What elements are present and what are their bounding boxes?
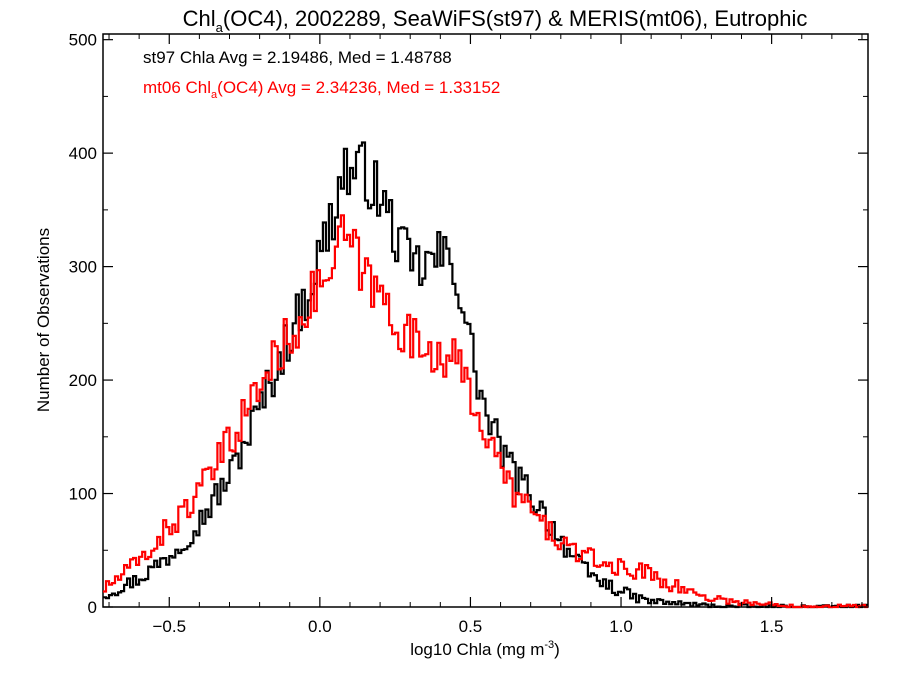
- series-line-mt06: [103, 214, 868, 609]
- title-main: Chl: [183, 6, 216, 31]
- x-tick-label: 0.0: [308, 617, 332, 636]
- axis-layer: −0.5 0.0 0.5 1.0 1.5 0 100 200 300 400 500: [69, 31, 868, 636]
- series-layer: [103, 141, 868, 609]
- y-tick-label: 500: [69, 31, 97, 50]
- y-tick-label: 200: [69, 371, 97, 390]
- series-line-st97: [103, 141, 868, 609]
- chart-title: Chla(OC4), 2002289, SeaWiFS(st97) & MERI…: [183, 6, 808, 35]
- x-axis-label-pre: log10 Chla (mg m: [410, 640, 544, 659]
- y-tick-label: 100: [69, 485, 97, 504]
- legend-mt06-subscript: a: [211, 89, 218, 101]
- x-tick-label: 1.5: [760, 617, 784, 636]
- legend-mt06: mt06 Chla(OC4) Avg = 2.34236, Med = 1.33…: [143, 78, 500, 101]
- y-tick-label: 300: [69, 258, 97, 277]
- legend-mt06-pre: mt06 Chl: [143, 78, 211, 97]
- x-tick-label: −0.5: [152, 617, 186, 636]
- x-tick-label: 0.5: [459, 617, 483, 636]
- y-axis-label: Number of Observations: [34, 228, 53, 412]
- x-axis-label-post: ): [554, 640, 560, 659]
- x-tick-label: 1.0: [609, 617, 633, 636]
- legend-st97: st97 Chla Avg = 2.19486, Med = 1.48788: [143, 48, 452, 67]
- legend-mt06-post: (OC4) Avg = 2.34236, Med = 1.33152: [217, 78, 500, 97]
- legend-st97-text: st97 Chla Avg = 2.19486, Med = 1.48788: [143, 48, 452, 67]
- y-tick-label: 0: [88, 598, 97, 617]
- plot-frame: [102, 33, 869, 608]
- title-rest: (OC4), 2002289, SeaWiFS(st97) & MERIS(mt…: [223, 6, 807, 31]
- title-subscript: a: [216, 20, 224, 35]
- x-axis-label: log10 Chla (mg m-3): [410, 639, 560, 659]
- y-tick-label: 400: [69, 144, 97, 163]
- x-axis-label-superscript: -3: [544, 639, 554, 651]
